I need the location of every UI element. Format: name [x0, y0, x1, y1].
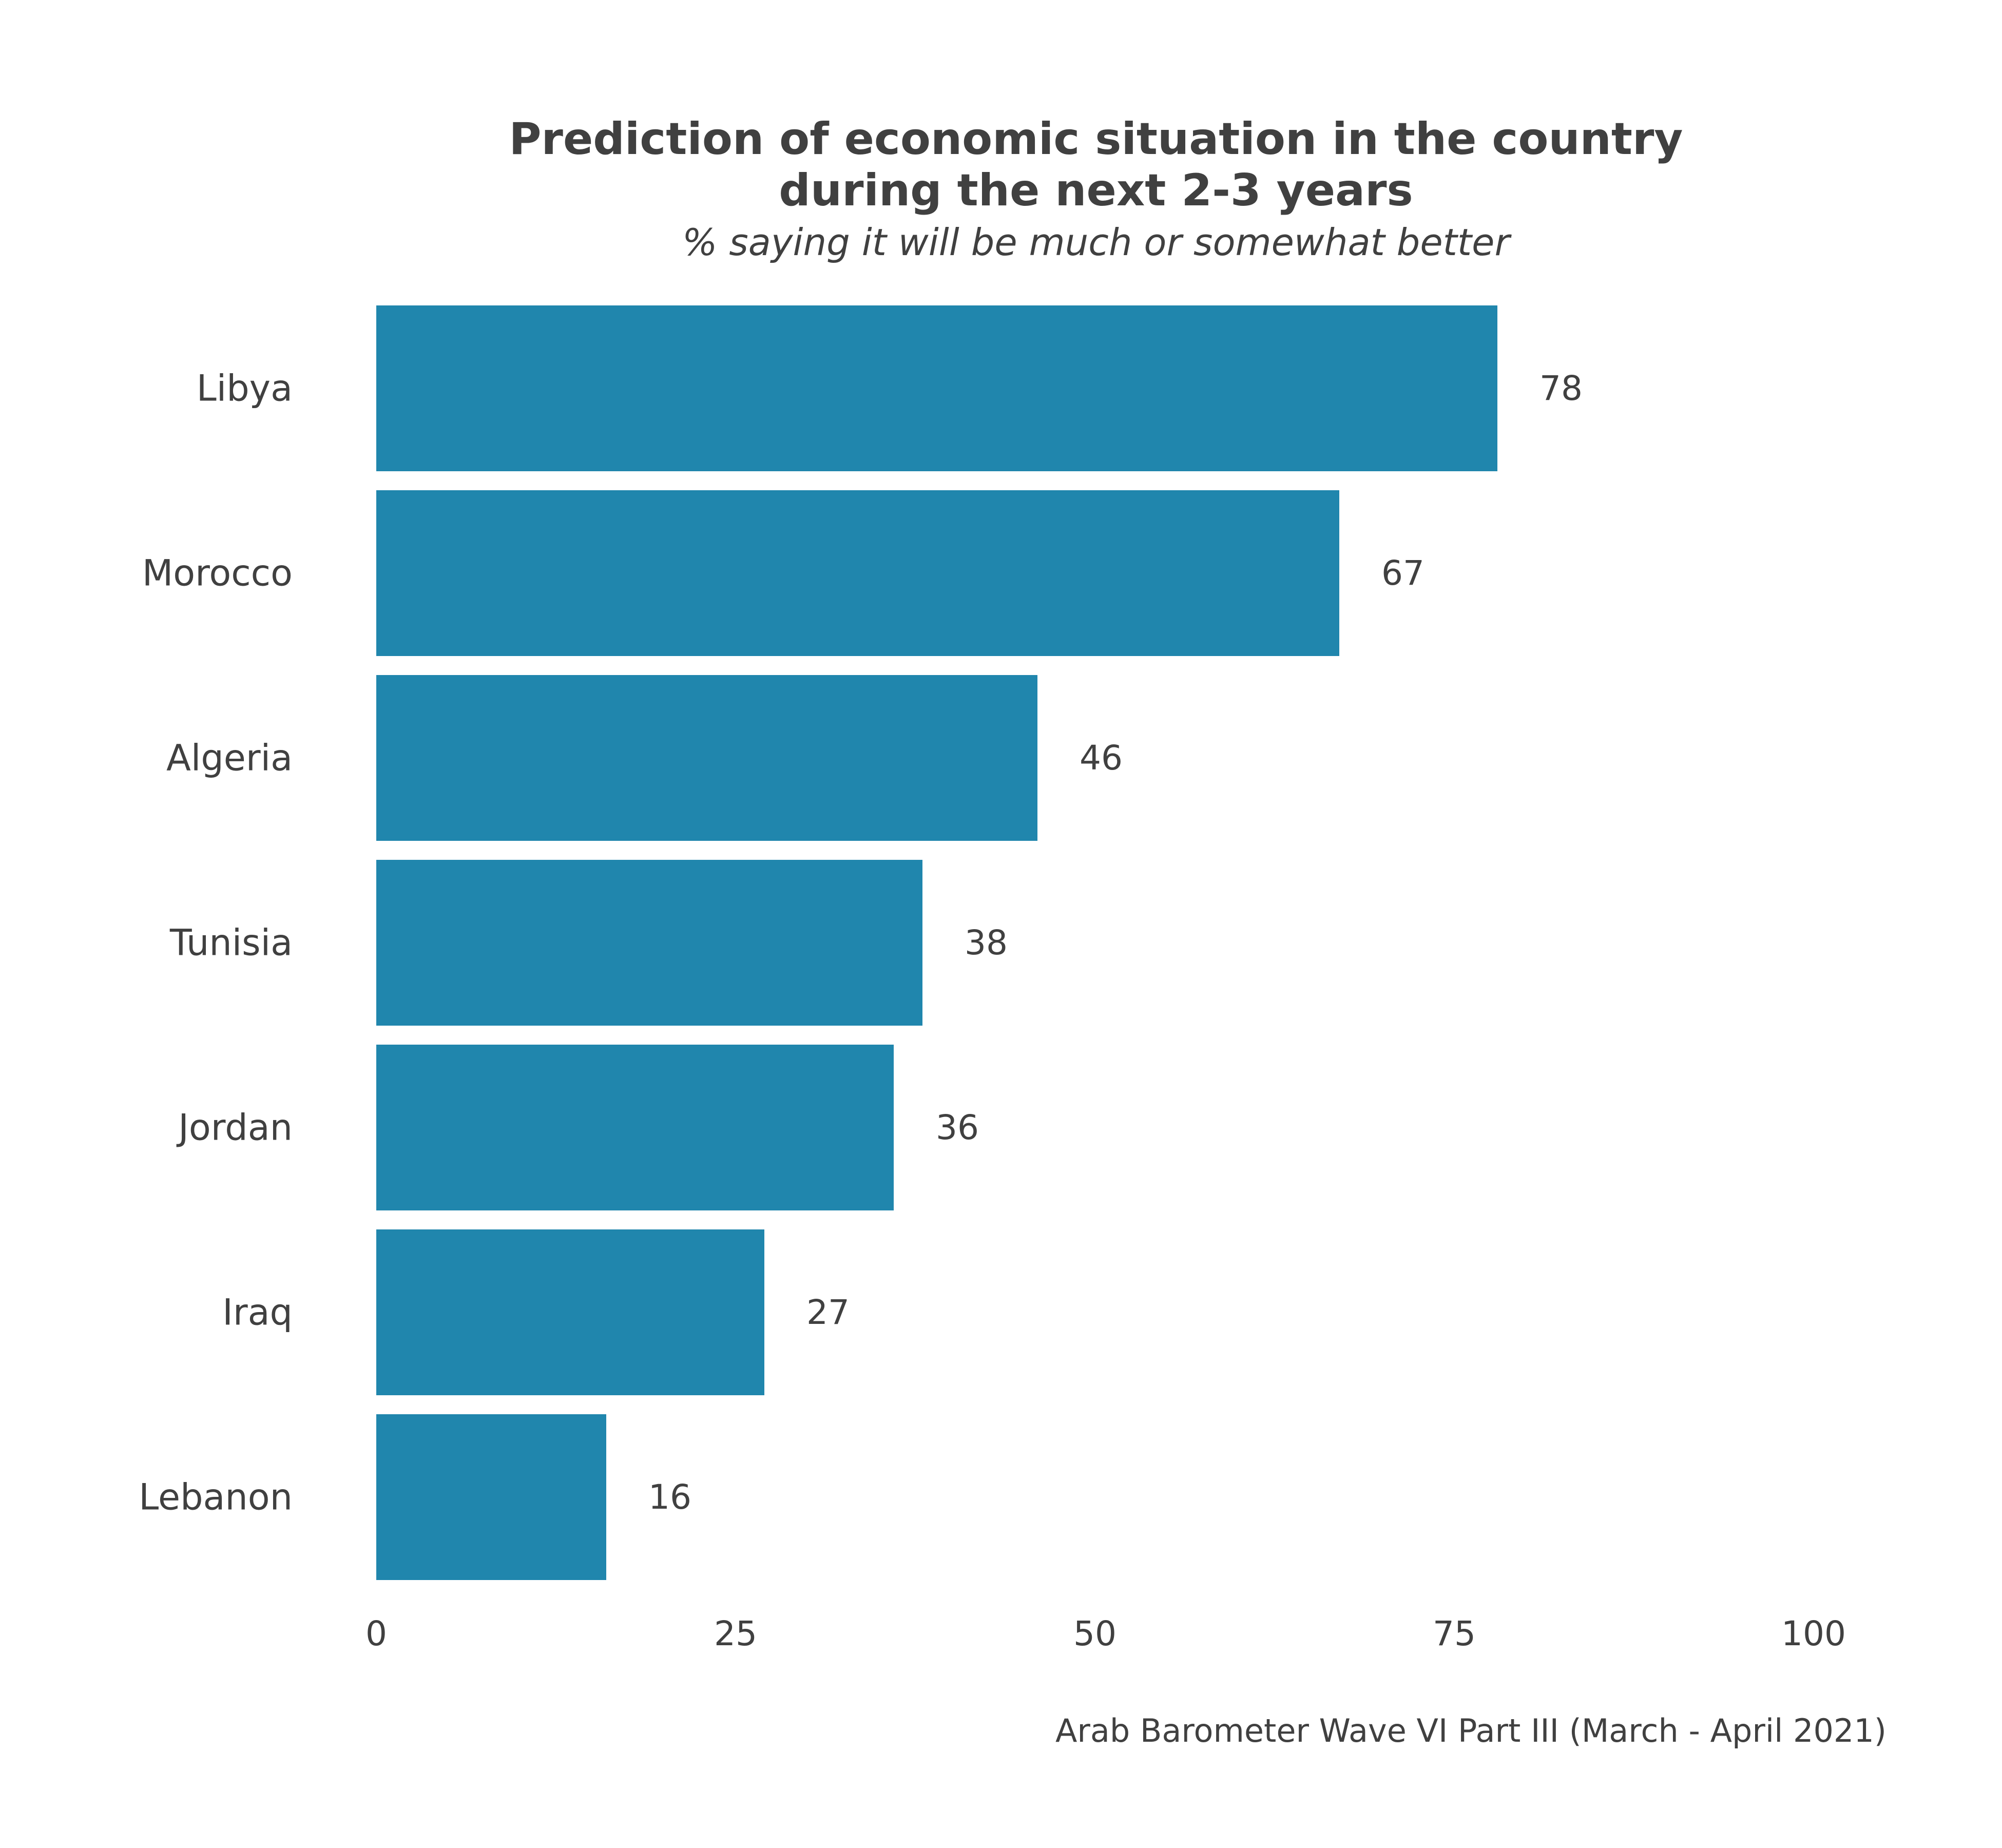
category-label-tunisia: Tunisia — [169, 922, 293, 964]
value-label-lebanon: 16 — [648, 1477, 691, 1517]
x-axis-ticks-group: 0 25 50 75 100 — [365, 1614, 1846, 1653]
bar-iraq — [376, 1229, 764, 1395]
bar-libya — [376, 305, 1497, 471]
category-label-libya: Libya — [197, 368, 293, 410]
category-label-iraq: Iraq — [222, 1292, 293, 1334]
value-label-iraq: 27 — [806, 1293, 850, 1332]
category-label-lebanon: Lebanon — [139, 1476, 293, 1518]
chart-title-line-1: Prediction of economic situation in the … — [509, 113, 1683, 165]
value-label-algeria: 46 — [1080, 738, 1123, 778]
value-label-tunisia: 38 — [965, 923, 1008, 962]
category-labels-group: Libya Morocco Algeria Tunisia Jordan Iraq Leba… — [139, 368, 293, 1518]
x-tick-label-0: 0 — [365, 1614, 387, 1653]
category-label-jordan: Jordan — [176, 1107, 293, 1149]
value-label-jordan: 36 — [936, 1108, 979, 1147]
bar-morocco — [376, 490, 1339, 656]
category-label-algeria: Algeria — [166, 737, 293, 779]
x-tick-label-75: 75 — [1433, 1614, 1476, 1653]
bar-jordan — [376, 1045, 894, 1210]
x-tick-label-100: 100 — [1781, 1614, 1846, 1653]
x-tick-label-25: 25 — [714, 1614, 757, 1653]
value-label-libya: 78 — [1539, 369, 1583, 408]
value-labels-group: 78 67 46 38 36 27 16 — [648, 369, 1583, 1517]
category-label-morocco: Morocco — [142, 552, 293, 594]
value-label-morocco: 67 — [1381, 553, 1424, 593]
chart-subtitle: % saying it will be much or somewhat bet… — [682, 221, 1512, 264]
x-tick-label-50: 50 — [1073, 1614, 1116, 1653]
chart-title-line-2: during the next 2-3 years — [779, 165, 1413, 216]
bar-tunisia — [376, 860, 922, 1026]
bars-group — [376, 305, 1497, 1580]
bar-algeria — [376, 675, 1037, 841]
chart-caption: Arab Barometer Wave VI Part III (March -… — [1055, 1712, 1886, 1749]
bar-lebanon — [376, 1414, 606, 1580]
